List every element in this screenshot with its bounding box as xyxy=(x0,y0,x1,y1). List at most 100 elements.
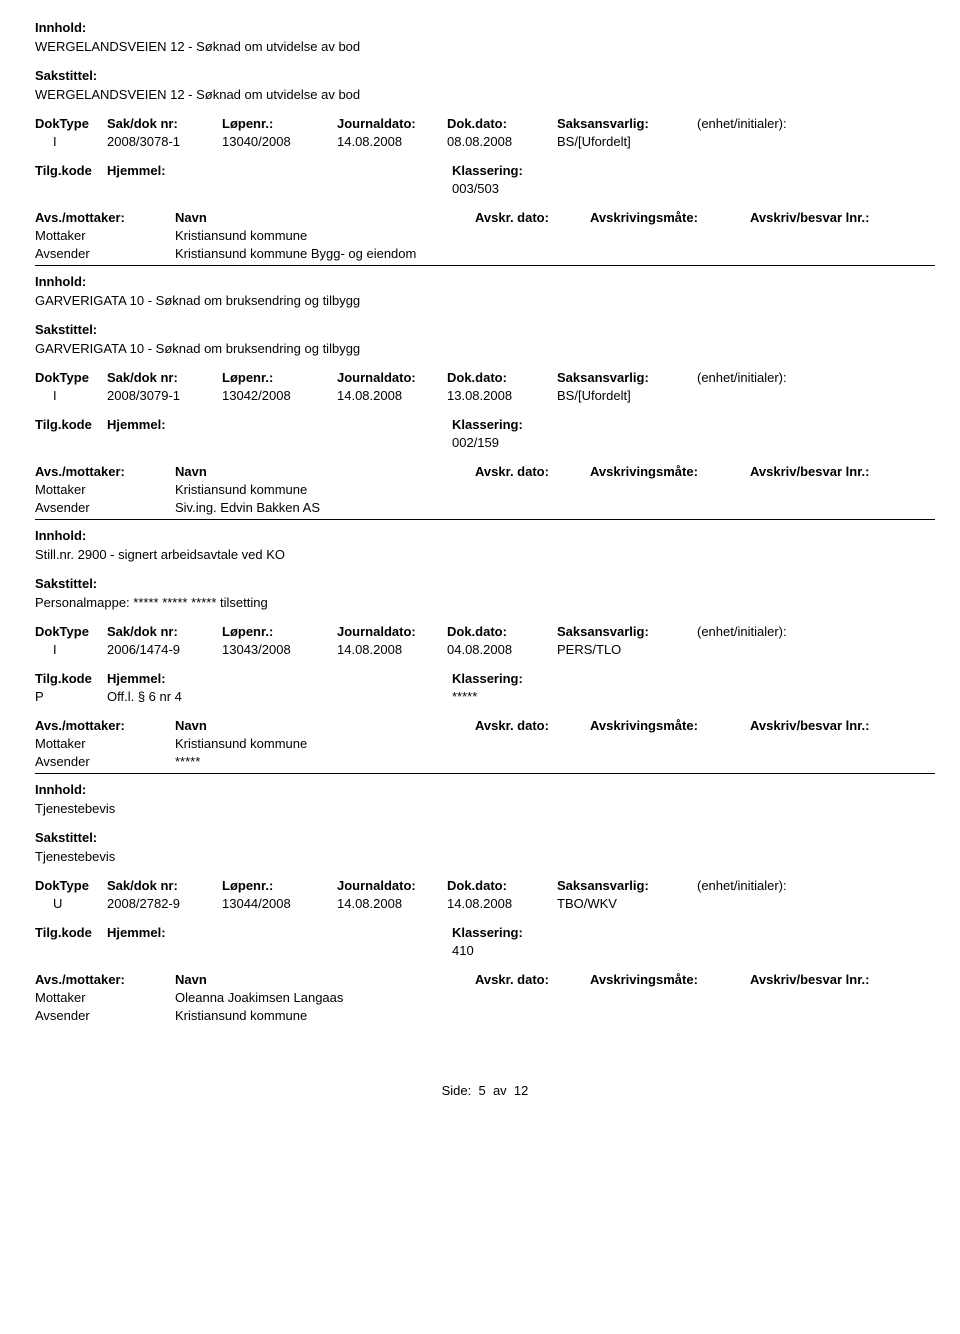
tilgkode-label: Tilg.kode xyxy=(35,163,107,178)
hjemmel-label: Hjemmel: xyxy=(107,417,407,432)
party-role: Avsender xyxy=(35,500,175,515)
avsmottaker-label: Avs./mottaker: xyxy=(35,718,175,733)
doktype-label: DokType xyxy=(35,624,107,639)
sakdok-value: 2008/2782-9 xyxy=(107,896,222,911)
dokdato-value: 08.08.2008 xyxy=(447,134,557,149)
tilgkode-value xyxy=(35,181,107,196)
doktype-value: I xyxy=(35,388,107,403)
innhold-value: WERGELANDSVEIEN 12 - Søknad om utvidelse… xyxy=(35,39,935,54)
klassering-label: Klassering: xyxy=(452,417,652,432)
sakstittel-value: Personalmappe: ***** ***** ***** tilsett… xyxy=(35,595,935,610)
meta-data-row: I 2008/3079-1 13042/2008 14.08.2008 13.0… xyxy=(35,388,935,403)
hjemmel-header-row: Tilg.kode Hjemmel: Klassering: xyxy=(35,671,935,686)
saksansvarlig-value: TBO/WKV xyxy=(557,896,697,911)
avs-header-row: Avs./mottaker: Navn Avskr. dato: Avskriv… xyxy=(35,718,935,733)
journaldato-label: Journaldato: xyxy=(337,878,447,893)
enhet-label: (enhet/initialer): xyxy=(697,116,847,131)
saksansvarlig-label: Saksansvarlig: xyxy=(557,878,697,893)
lopenr-value: 13044/2008 xyxy=(222,896,337,911)
journaldato-value: 14.08.2008 xyxy=(337,642,447,657)
party-role: Avsender xyxy=(35,246,175,261)
sakdok-value: 2008/3079-1 xyxy=(107,388,222,403)
sakstittel-label: Sakstittel: xyxy=(35,68,935,83)
avskrivbesvar-label: Avskriv/besvar lnr.: xyxy=(750,972,910,987)
party-name: Kristiansund kommune xyxy=(175,228,575,243)
doktype-value: U xyxy=(35,896,107,911)
saksansvarlig-label: Saksansvarlig: xyxy=(557,624,697,639)
enhet-value xyxy=(697,134,847,149)
avskrdato-label: Avskr. dato: xyxy=(475,464,590,479)
innhold-value: Tjenestebevis xyxy=(35,801,935,816)
saksansvarlig-label: Saksansvarlig: xyxy=(557,116,697,131)
party-name: Oleanna Joakimsen Langaas xyxy=(175,990,575,1005)
enhet-label: (enhet/initialer): xyxy=(697,878,847,893)
avsmottaker-label: Avs./mottaker: xyxy=(35,464,175,479)
journaldato-label: Journaldato: xyxy=(337,116,447,131)
sakdok-value: 2006/1474-9 xyxy=(107,642,222,657)
meta-data-row: I 2008/3078-1 13040/2008 14.08.2008 08.0… xyxy=(35,134,935,149)
klassering-label: Klassering: xyxy=(452,671,652,686)
tilgkode-label: Tilg.kode xyxy=(35,671,107,686)
meta-header-row: DokType Sak/dok nr: Løpenr.: Journaldato… xyxy=(35,624,935,639)
sakstittel-label: Sakstittel: xyxy=(35,322,935,337)
dokdato-value: 14.08.2008 xyxy=(447,896,557,911)
navn-label: Navn xyxy=(175,972,475,987)
lopenr-value: 13042/2008 xyxy=(222,388,337,403)
sakstittel-value: GARVERIGATA 10 - Søknad om bruksendring … xyxy=(35,341,935,356)
lopenr-label: Løpenr.: xyxy=(222,116,337,131)
party-row: Mottaker Kristiansund kommune xyxy=(35,736,935,751)
party-role: Mottaker xyxy=(35,482,175,497)
avskrivmate-label: Avskrivingsmåte: xyxy=(590,210,750,225)
saksansvarlig-value: BS/[Ufordelt] xyxy=(557,134,697,149)
klassering-label: Klassering: xyxy=(452,163,652,178)
tilgkode-label: Tilg.kode xyxy=(35,925,107,940)
enhet-label: (enhet/initialer): xyxy=(697,624,847,639)
tilgkode-label: Tilg.kode xyxy=(35,417,107,432)
journal-record: Innhold: WERGELANDSVEIEN 12 - Søknad om … xyxy=(35,20,935,261)
hjemmel-data-row: P Off.l. § 6 nr 4 ***** xyxy=(35,689,935,704)
page-footer: Side: 5 av 12 xyxy=(35,1083,935,1098)
party-row: Mottaker Kristiansund kommune xyxy=(35,482,935,497)
avskrivmate-label: Avskrivingsmåte: xyxy=(590,464,750,479)
avsmottaker-label: Avs./mottaker: xyxy=(35,210,175,225)
avsmottaker-label: Avs./mottaker: xyxy=(35,972,175,987)
footer-prefix: Side: xyxy=(442,1083,472,1098)
klassering-value: ***** xyxy=(452,689,652,704)
party-role: Mottaker xyxy=(35,228,175,243)
party-role: Avsender xyxy=(35,754,175,769)
hjemmel-label: Hjemmel: xyxy=(107,925,407,940)
navn-label: Navn xyxy=(175,718,475,733)
party-row: Avsender Kristiansund kommune xyxy=(35,1008,935,1023)
klassering-label: Klassering: xyxy=(452,925,652,940)
journaldato-value: 14.08.2008 xyxy=(337,134,447,149)
meta-header-row: DokType Sak/dok nr: Løpenr.: Journaldato… xyxy=(35,370,935,385)
avs-header-row: Avs./mottaker: Navn Avskr. dato: Avskriv… xyxy=(35,464,935,479)
sakdok-label: Sak/dok nr: xyxy=(107,878,222,893)
avs-header-row: Avs./mottaker: Navn Avskr. dato: Avskriv… xyxy=(35,972,935,987)
innhold-label: Innhold: xyxy=(35,274,935,289)
journaldato-label: Journaldato: xyxy=(337,624,447,639)
hjemmel-data-row: 410 xyxy=(35,943,935,958)
sakdok-label: Sak/dok nr: xyxy=(107,370,222,385)
enhet-value xyxy=(697,388,847,403)
klassering-value: 410 xyxy=(452,943,652,958)
doktype-value: I xyxy=(35,134,107,149)
avskrdato-label: Avskr. dato: xyxy=(475,972,590,987)
tilgkode-value xyxy=(35,943,107,958)
party-name: Kristiansund kommune xyxy=(175,482,575,497)
tilgkode-value xyxy=(35,435,107,450)
hjemmel-value: Off.l. § 6 nr 4 xyxy=(107,689,407,704)
saksansvarlig-label: Saksansvarlig: xyxy=(557,370,697,385)
dokdato-label: Dok.dato: xyxy=(447,116,557,131)
party-name: Kristiansund kommune Bygg- og eiendom xyxy=(175,246,575,261)
meta-header-row: DokType Sak/dok nr: Løpenr.: Journaldato… xyxy=(35,878,935,893)
enhet-value xyxy=(697,896,847,911)
avskrdato-label: Avskr. dato: xyxy=(475,718,590,733)
saksansvarlig-value: PERS/TLO xyxy=(557,642,697,657)
avskrivmate-label: Avskrivingsmåte: xyxy=(590,972,750,987)
dokdato-value: 13.08.2008 xyxy=(447,388,557,403)
avskrdato-label: Avskr. dato: xyxy=(475,210,590,225)
navn-label: Navn xyxy=(175,464,475,479)
party-row: Mottaker Kristiansund kommune xyxy=(35,228,935,243)
lopenr-label: Løpenr.: xyxy=(222,370,337,385)
